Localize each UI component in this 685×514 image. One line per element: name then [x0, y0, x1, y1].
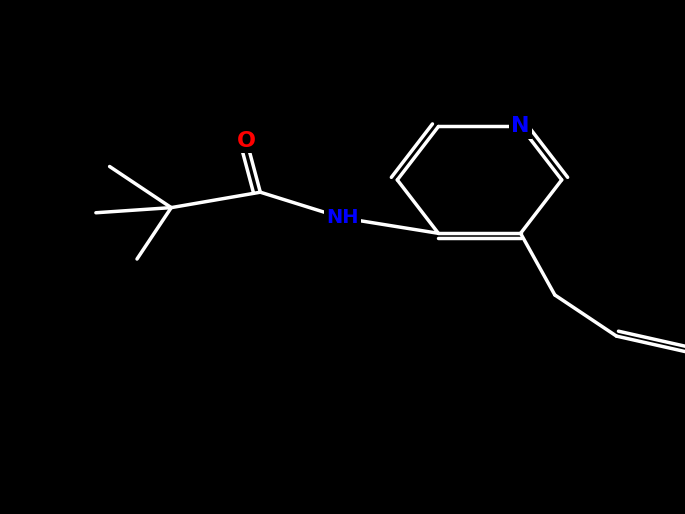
Text: N: N [511, 117, 530, 137]
Text: O: O [237, 131, 256, 151]
Text: NH: NH [326, 208, 359, 227]
